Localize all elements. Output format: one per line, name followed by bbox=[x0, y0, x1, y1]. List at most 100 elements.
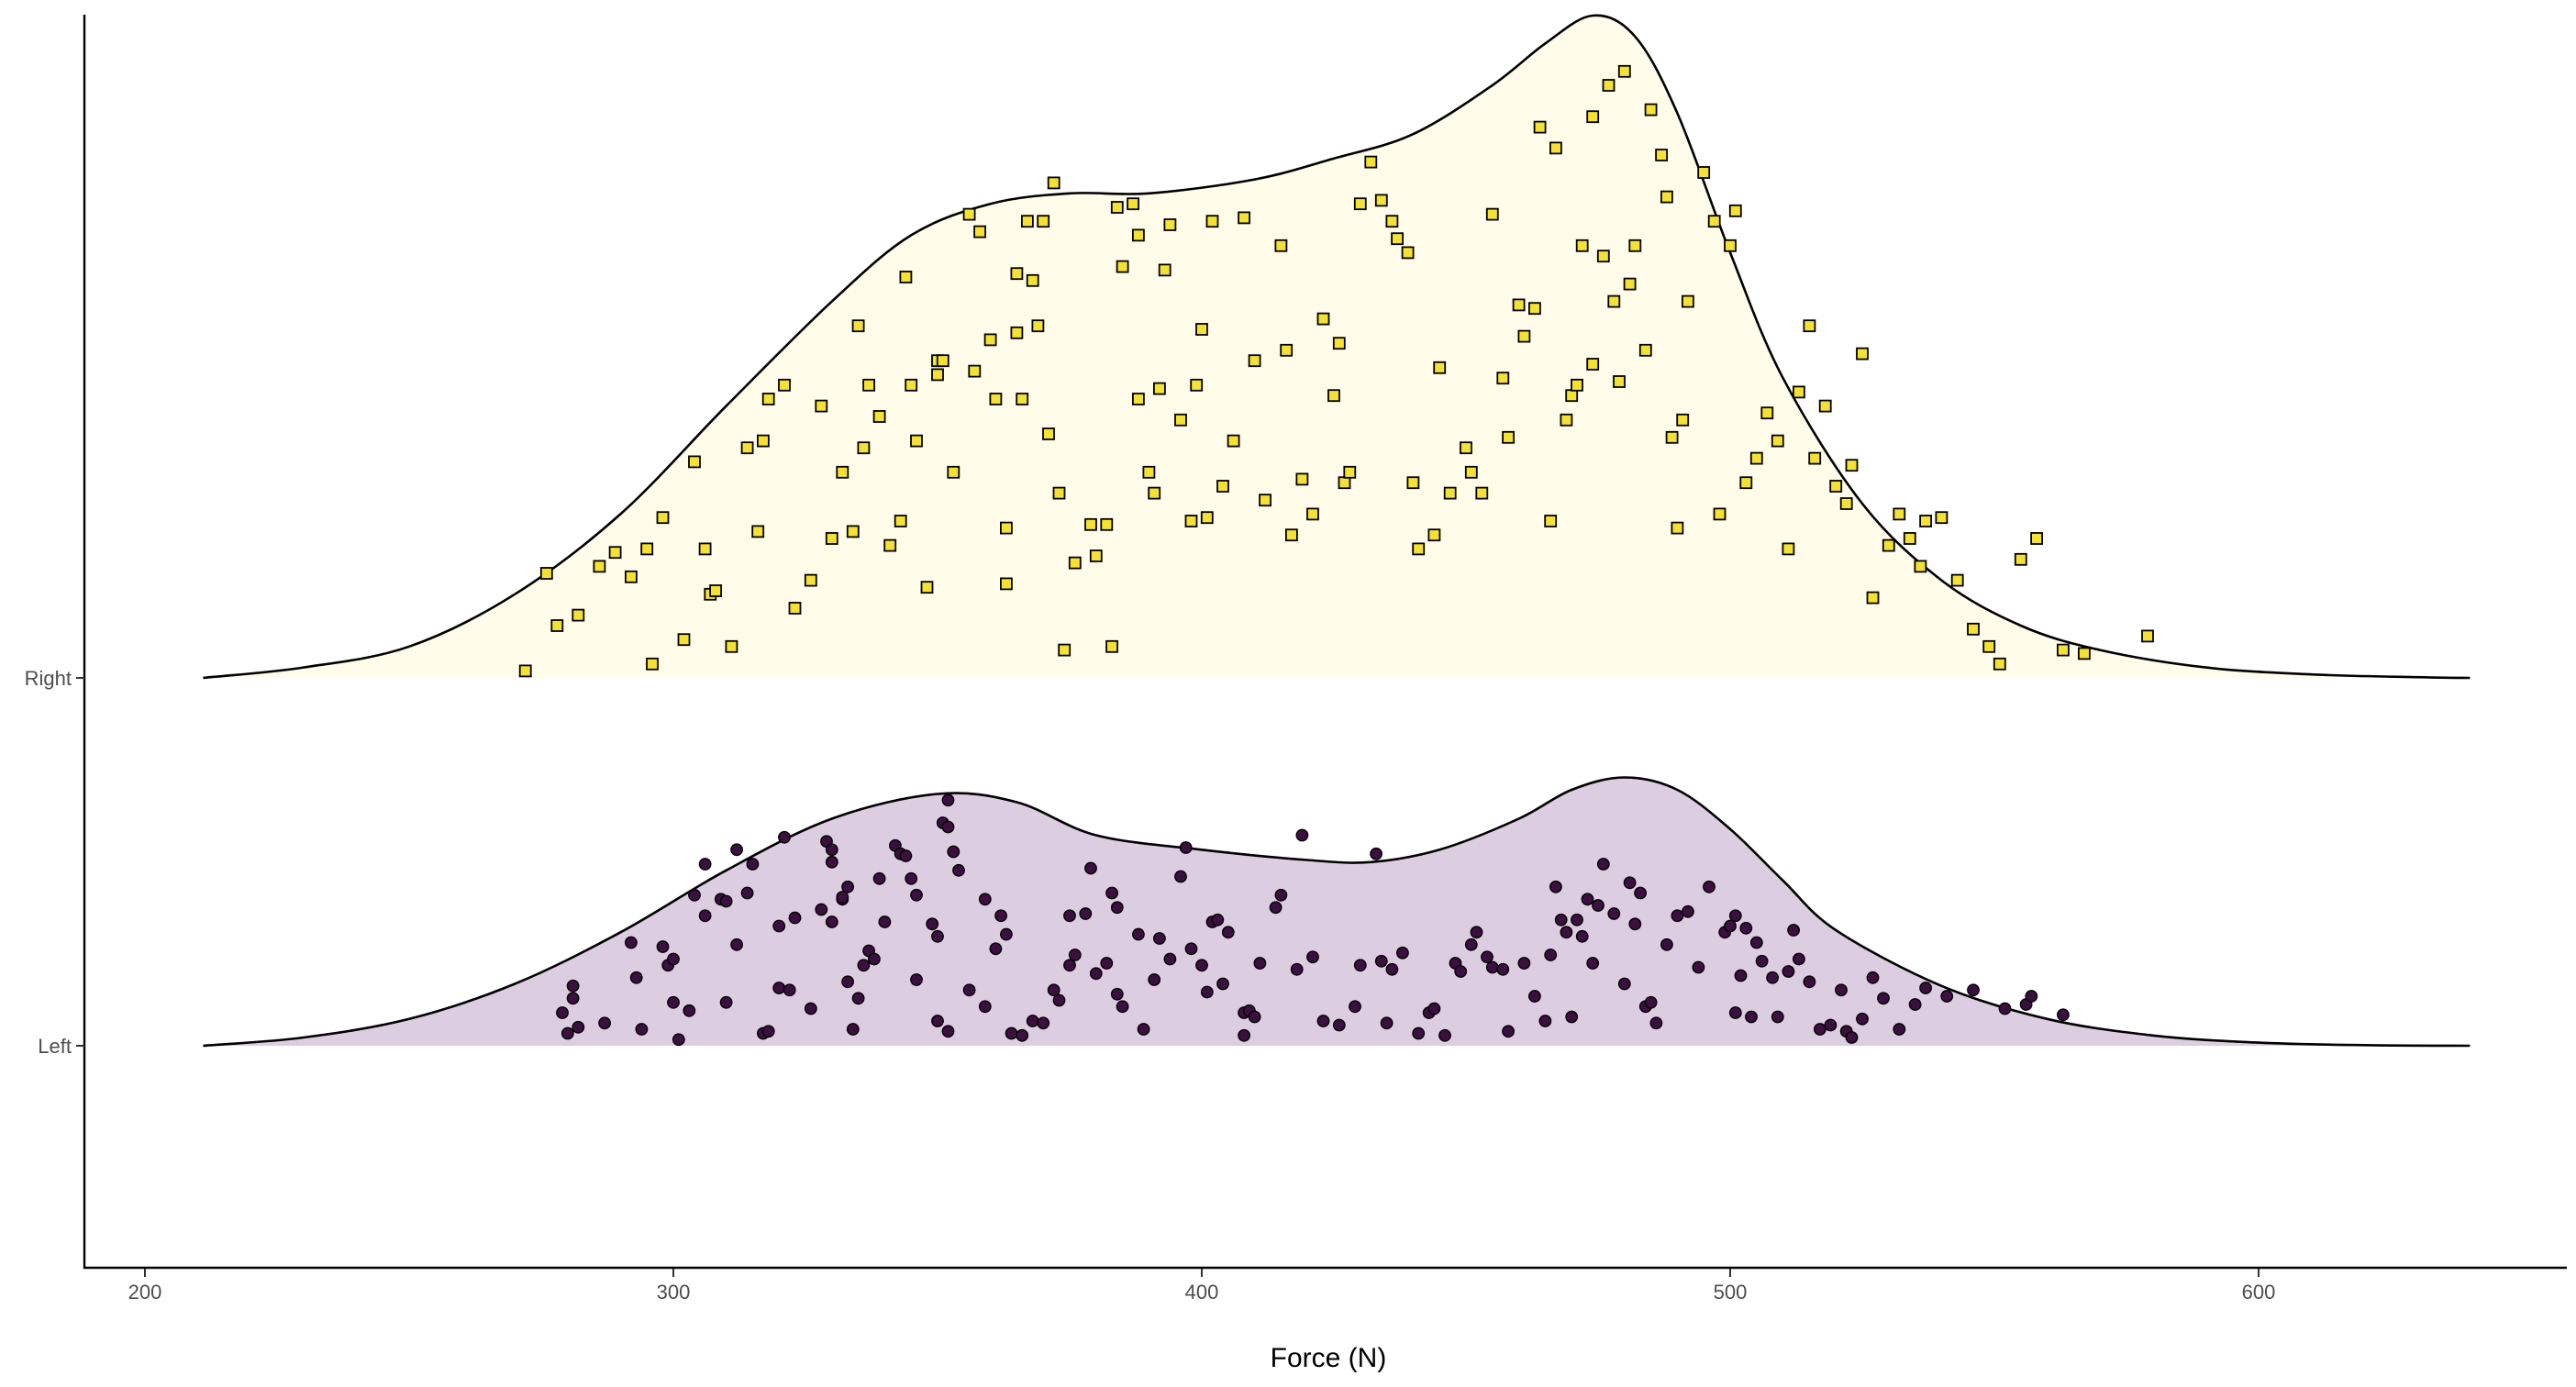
point-left-60 bbox=[941, 793, 955, 807]
point-left-125 bbox=[1454, 965, 1468, 978]
point-right-121 bbox=[1575, 239, 1589, 252]
point-right-18 bbox=[757, 434, 770, 448]
point-left-44 bbox=[857, 959, 871, 972]
point-left-157 bbox=[1692, 960, 1705, 974]
point-right-92 bbox=[1332, 337, 1346, 350]
point-right-15 bbox=[725, 639, 738, 653]
point-right-152 bbox=[1818, 399, 1832, 413]
point-right-53 bbox=[1031, 319, 1045, 333]
point-left-63 bbox=[952, 863, 965, 877]
point-left-87 bbox=[1132, 927, 1145, 941]
point-right-55 bbox=[1042, 427, 1055, 440]
point-left-118 bbox=[1385, 962, 1399, 976]
point-right-63 bbox=[1105, 639, 1118, 653]
point-left-61 bbox=[941, 820, 955, 834]
point-left-131 bbox=[1502, 1025, 1516, 1038]
point-right-146 bbox=[1760, 406, 1774, 420]
point-left-82 bbox=[1100, 957, 1114, 970]
point-left-122 bbox=[1427, 1002, 1441, 1015]
point-right-134 bbox=[1660, 190, 1673, 204]
point-left-41 bbox=[841, 975, 854, 989]
point-right-71 bbox=[1153, 382, 1166, 395]
point-right-74 bbox=[1174, 413, 1187, 427]
point-left-24 bbox=[746, 858, 760, 871]
point-right-6 bbox=[625, 570, 638, 583]
point-left-48 bbox=[878, 915, 892, 928]
point-left-52 bbox=[905, 871, 918, 885]
point-right-155 bbox=[1845, 459, 1859, 472]
point-right-170 bbox=[2056, 643, 2070, 657]
point-left-144 bbox=[1592, 899, 1604, 912]
point-right-66 bbox=[1127, 197, 1139, 211]
point-right-12 bbox=[698, 542, 712, 556]
point-left-16 bbox=[698, 909, 712, 923]
point-right-39 bbox=[936, 354, 949, 368]
point-left-78 bbox=[1068, 949, 1082, 961]
point-right-108 bbox=[1475, 486, 1489, 500]
point-left-11 bbox=[667, 952, 680, 966]
point-right-7 bbox=[640, 542, 654, 556]
y-tick-label-left: Left bbox=[38, 1035, 72, 1058]
point-right-56 bbox=[1047, 176, 1060, 190]
point-left-164 bbox=[1739, 921, 1753, 935]
x-tick-label-600: 600 bbox=[2242, 1281, 2276, 1304]
point-left-158 bbox=[1703, 880, 1715, 893]
point-right-156 bbox=[1856, 347, 1869, 361]
point-left-3 bbox=[566, 992, 580, 1005]
point-right-123 bbox=[1586, 110, 1600, 124]
x-tick-label-200: 200 bbox=[128, 1281, 162, 1304]
point-right-21 bbox=[788, 602, 802, 615]
point-right-11 bbox=[688, 455, 701, 469]
point-right-115 bbox=[1533, 120, 1547, 134]
point-left-90 bbox=[1153, 932, 1166, 945]
point-right-87 bbox=[1285, 528, 1298, 542]
point-right-169 bbox=[2030, 532, 2044, 545]
point-right-46 bbox=[1000, 577, 1013, 591]
x-tick-label-300: 300 bbox=[657, 1281, 691, 1304]
point-right-5 bbox=[608, 546, 622, 560]
point-right-88 bbox=[1295, 472, 1309, 486]
point-left-147 bbox=[1617, 977, 1631, 991]
point-right-131 bbox=[1638, 343, 1652, 357]
point-right-135 bbox=[1665, 430, 1679, 444]
point-left-53 bbox=[910, 973, 923, 986]
point-left-120 bbox=[1412, 1026, 1426, 1040]
x-tick-label-500: 500 bbox=[1714, 1281, 1748, 1304]
point-left-4 bbox=[572, 1020, 585, 1034]
point-left-161 bbox=[1728, 909, 1742, 923]
point-right-107 bbox=[1464, 465, 1478, 479]
point-right-65 bbox=[1116, 260, 1129, 273]
point-right-91 bbox=[1327, 389, 1340, 403]
point-left-137 bbox=[1554, 913, 1568, 927]
point-right-154 bbox=[1839, 497, 1853, 510]
point-right-27 bbox=[851, 319, 865, 333]
point-left-7 bbox=[629, 971, 643, 984]
point-left-136 bbox=[1549, 880, 1562, 893]
point-left-29 bbox=[778, 830, 791, 844]
point-right-67 bbox=[1132, 228, 1145, 242]
point-left-100 bbox=[1221, 926, 1235, 939]
point-right-68 bbox=[1132, 393, 1145, 405]
point-left-47 bbox=[872, 871, 886, 885]
point-right-9 bbox=[656, 511, 670, 525]
x-tick-label-400: 400 bbox=[1185, 1281, 1219, 1304]
point-right-90 bbox=[1316, 312, 1330, 326]
point-left-33 bbox=[815, 903, 828, 916]
point-right-58 bbox=[1058, 643, 1071, 657]
point-right-96 bbox=[1364, 155, 1378, 169]
point-left-88 bbox=[1137, 1023, 1150, 1036]
point-right-8 bbox=[646, 657, 659, 671]
point-left-70 bbox=[1005, 1026, 1018, 1040]
point-left-140 bbox=[1571, 913, 1583, 927]
point-left-126 bbox=[1464, 938, 1478, 951]
point-right-83 bbox=[1248, 354, 1261, 368]
point-right-45 bbox=[989, 393, 1003, 405]
point-left-116 bbox=[1374, 954, 1388, 968]
point-left-178 bbox=[1845, 1031, 1859, 1044]
point-left-37 bbox=[825, 855, 838, 869]
point-right-111 bbox=[1502, 430, 1515, 444]
point-left-86 bbox=[1116, 1000, 1129, 1014]
point-left-102 bbox=[1238, 1028, 1251, 1042]
point-right-36 bbox=[920, 581, 934, 594]
